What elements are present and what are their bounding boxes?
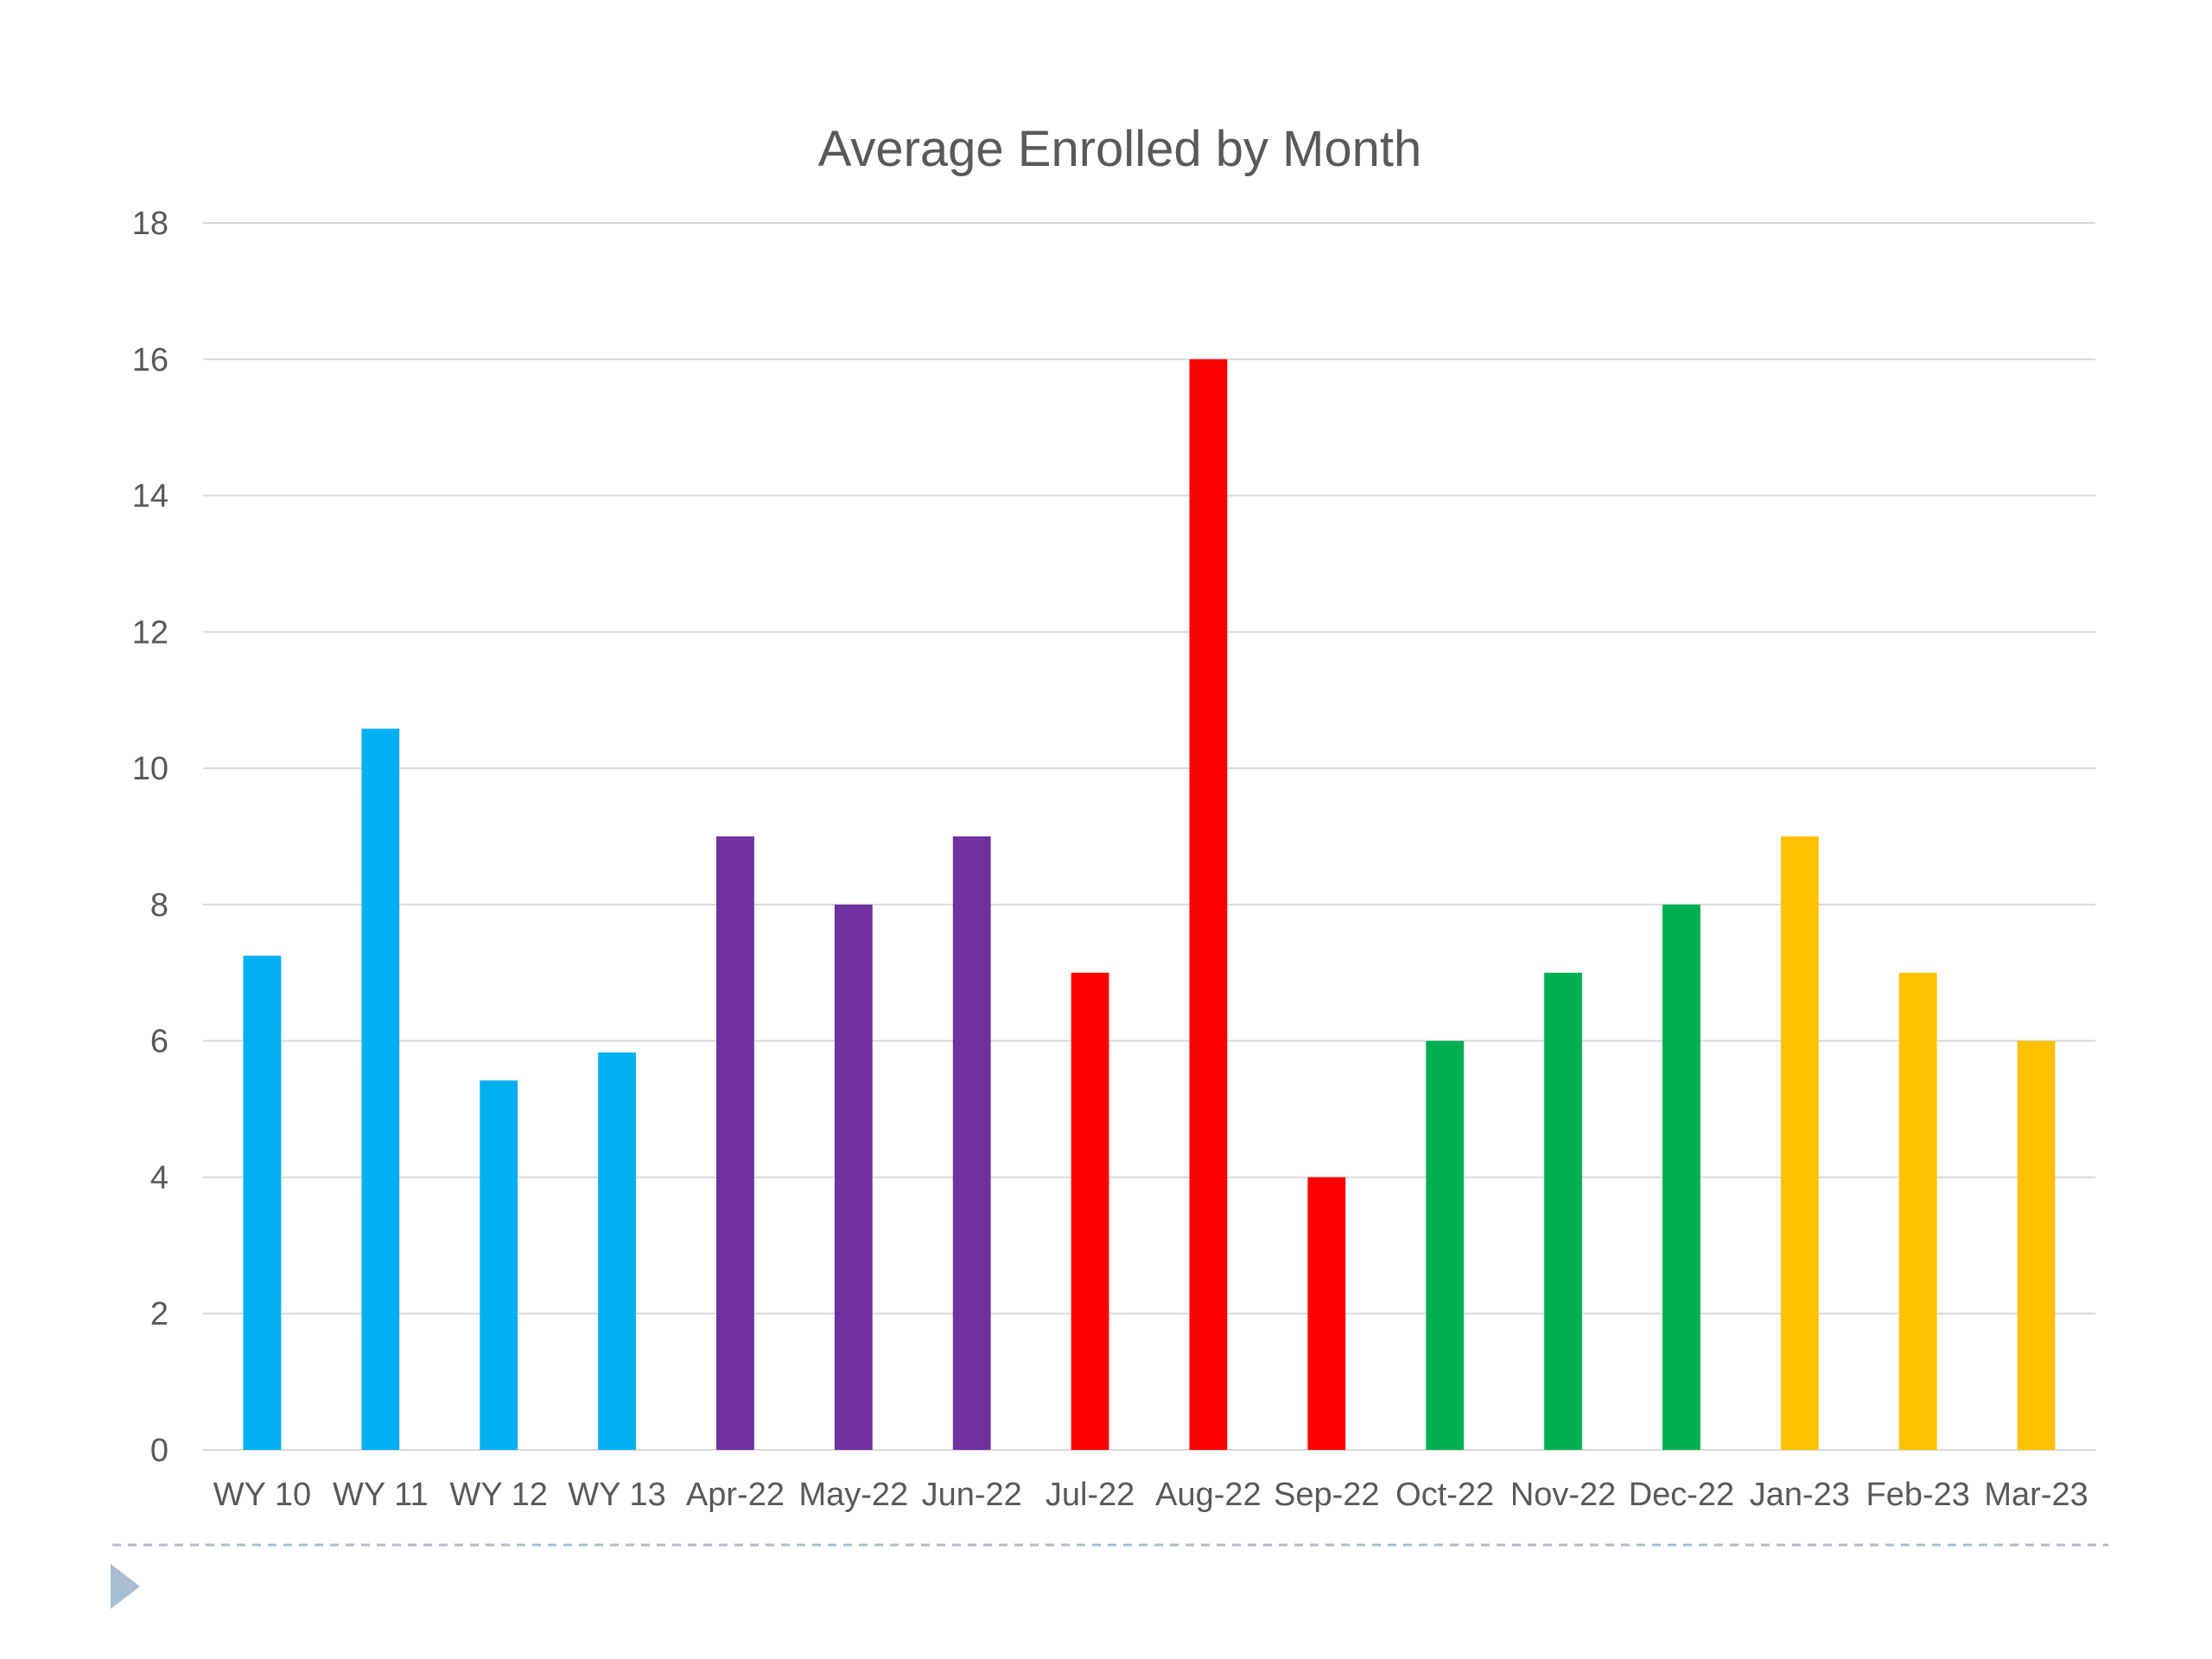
bar [1426,1040,1465,1450]
x-tick-label: Jan-23 [1750,1477,1850,1513]
x-tick-label: Jun-22 [922,1477,1022,1513]
bar [952,836,991,1450]
y-tick-label: 10 [132,751,168,787]
y-tick-label: 8 [150,887,168,924]
x-tick-label: Apr-22 [686,1477,785,1513]
bar [1898,972,1937,1450]
bar [716,836,754,1450]
bar [361,728,400,1450]
chart-title: Average Enrolled by Month [818,121,1422,177]
y-tick-label: 2 [150,1296,168,1332]
y-tick-label: 16 [132,342,168,378]
gridlines [203,222,2095,1451]
x-tick-label: WY 13 [568,1477,665,1513]
bar [243,956,282,1450]
y-tick-label: 4 [150,1160,168,1196]
y-tick-label: 18 [132,206,168,242]
x-tick-label: Jul-22 [1046,1477,1135,1513]
x-tick-label: Oct-22 [1395,1477,1494,1513]
x-tick-label: Mar-23 [1984,1477,2088,1513]
y-tick-label: 6 [150,1024,168,1060]
x-tick-label: WY 11 [333,1477,429,1513]
x-tick-label: Feb-23 [1866,1477,1969,1513]
bar [1780,836,1819,1450]
x-tick-label: May-22 [798,1477,908,1513]
bar [834,904,873,1450]
x-tick-label: Aug-22 [1155,1477,1262,1513]
y-tick-label: 14 [132,479,168,515]
y-axis-ticks: 0 2 4 6 8 10 12 14 16 18 [132,206,168,1469]
x-tick-label: Nov-22 [1510,1477,1617,1513]
x-axis-labels: WY 10 WY 11 WY 12 WY 13 Apr-22 May-22 Jun-22 Ju… [213,1477,2088,1513]
x-tick-label: Sep-22 [1274,1477,1380,1513]
y-tick-label: 0 [150,1433,168,1469]
bar [1189,359,1228,1450]
bar [1662,904,1700,1450]
triangle-bullet-icon [111,1564,140,1609]
y-tick-label: 12 [132,614,168,651]
bar [598,1052,636,1450]
x-tick-label: WY 12 [450,1477,548,1513]
bar [480,1080,518,1450]
bar [1544,972,1582,1450]
bars [243,359,2056,1450]
x-tick-label: WY 10 [213,1477,311,1513]
bar [2017,1040,2056,1450]
x-tick-label: Dec-22 [1629,1477,1735,1513]
bar [1071,972,1109,1450]
bar [1307,1177,1346,1450]
